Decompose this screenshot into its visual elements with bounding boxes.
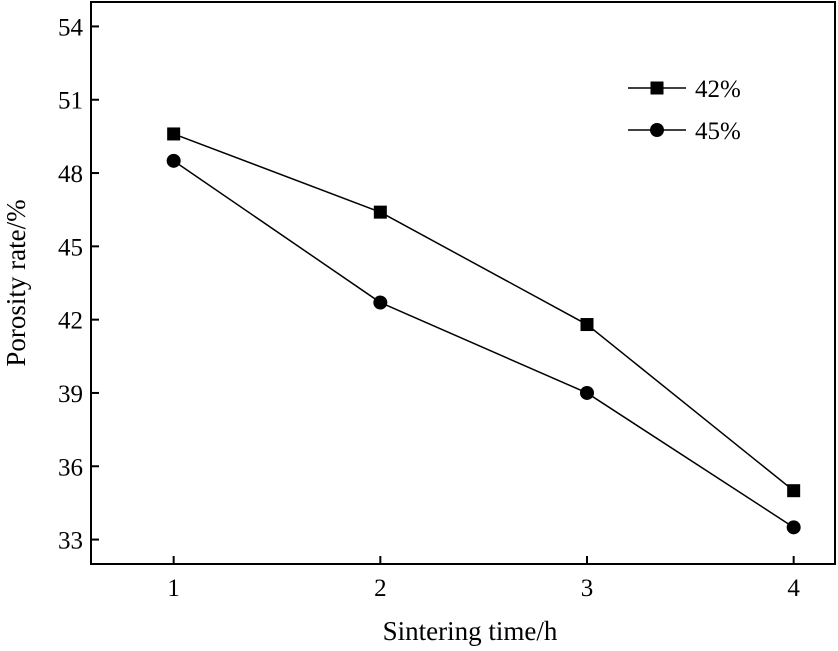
x-tick-label: 4 — [787, 575, 800, 602]
x-axis: 1 2 3 4 — [167, 556, 800, 602]
x-tick-label: 1 — [167, 575, 180, 602]
x-tick-label: 3 — [581, 575, 594, 602]
y-axis-label: Porosity rate/% — [1, 199, 31, 366]
data-point-series-1 — [580, 318, 594, 332]
y-tick-label: 39 — [58, 381, 83, 408]
y-tick-label: 36 — [58, 454, 83, 481]
x-tick-label: 2 — [374, 575, 387, 602]
plot-frame — [90, 1, 836, 565]
series-lines — [173, 133, 795, 528]
data-point-series-2 — [373, 295, 388, 310]
y-tick-label: 48 — [58, 161, 83, 188]
data-point-series-2 — [580, 385, 594, 400]
y-tick-label: 51 — [58, 88, 83, 115]
legend-label: 45% — [695, 118, 741, 145]
data-point-series-1 — [787, 484, 801, 498]
legend: 42% 45% — [628, 76, 741, 145]
legend-label: 42% — [695, 76, 741, 103]
y-axis: 33 36 39 42 45 48 51 54 — [58, 14, 99, 555]
legend-marker — [650, 123, 664, 137]
series-markers — [166, 127, 801, 535]
data-point-series-1 — [167, 127, 181, 141]
series-line-2 — [173, 160, 795, 528]
series-line-1 — [173, 133, 795, 492]
y-tick-label: 54 — [58, 14, 84, 41]
legend-marker — [650, 81, 664, 95]
y-tick-label: 45 — [58, 234, 83, 261]
data-point-series-2 — [166, 153, 181, 168]
data-point-series-1 — [373, 205, 387, 219]
x-axis-label: Sintering time/h — [383, 616, 558, 646]
y-tick-label: 33 — [58, 528, 83, 555]
data-point-series-2 — [786, 520, 801, 535]
y-tick-label: 42 — [58, 308, 83, 335]
